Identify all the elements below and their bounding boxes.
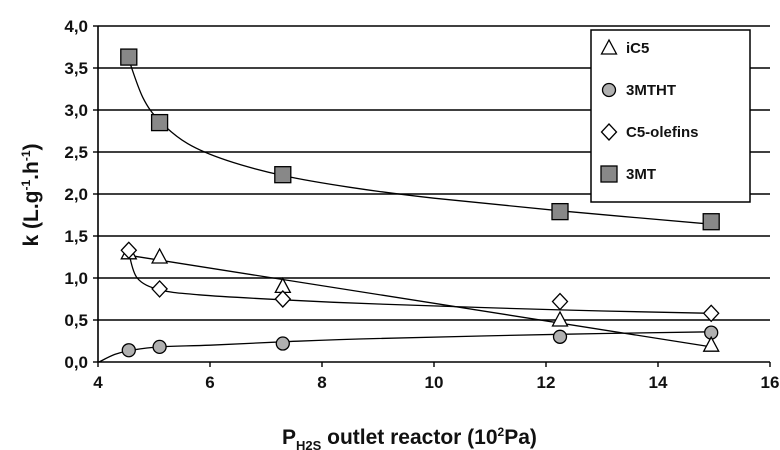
legend-label-3mtht: 3MTHT xyxy=(626,82,676,99)
data-point-3mtht xyxy=(121,343,136,358)
x-axis-title-main: P xyxy=(282,426,296,449)
data-point-ic5 xyxy=(151,247,169,264)
legend-marker-3mtht xyxy=(601,82,617,98)
y-axis-title: k (L.g-1.h-1) xyxy=(19,143,43,246)
x-tick-label: 6 xyxy=(205,373,214,392)
x-tick-label: 16 xyxy=(761,373,780,392)
x-axis-title-end: Pa) xyxy=(504,426,537,449)
y-tick-label: 0,5 xyxy=(64,311,88,330)
y-axis-title-b: .h xyxy=(20,161,43,180)
y-tick-label: 2,5 xyxy=(64,143,88,162)
x-tick-label: 4 xyxy=(93,373,103,392)
fit-line-c5-olefins xyxy=(128,252,712,314)
legend-marker-3mt xyxy=(600,165,618,183)
y-tick-label: 4,0 xyxy=(64,17,88,36)
x-tick-label: 12 xyxy=(537,373,556,392)
legend-marker-ic5 xyxy=(600,38,618,55)
x-tick-labels: 4 6 8 10 12 14 16 xyxy=(93,373,779,392)
x-tick-label: 14 xyxy=(649,373,668,392)
x-tick-label: 10 xyxy=(425,373,444,392)
x-tick-label: 8 xyxy=(317,373,326,392)
y-tick-label: 3,5 xyxy=(64,59,88,78)
y-axis-title-sup1: -1 xyxy=(19,180,33,191)
fit-line-3mtht xyxy=(98,331,712,363)
y-tick-label: 1,5 xyxy=(64,227,88,246)
data-point-3mt xyxy=(274,166,292,184)
y-axis-title-a: k (L.g xyxy=(20,191,43,247)
data-point-c5-olefins xyxy=(702,304,720,323)
data-point-ic5 xyxy=(702,335,720,352)
axes xyxy=(93,25,771,367)
data-point-3mt xyxy=(150,113,169,132)
x-axis-title-superscript: 2 xyxy=(498,425,505,439)
x-axis-title: PH2S outlet reactor (102Pa) xyxy=(282,425,537,450)
legend-label-ic5: iC5 xyxy=(626,40,649,57)
data-point-3mtht xyxy=(275,336,290,351)
y-tick-label: 0,0 xyxy=(64,353,88,372)
data-point-3mt xyxy=(551,202,569,221)
legend-marker-c5-olefins xyxy=(600,123,618,141)
data-point-c5-olefins xyxy=(120,241,138,260)
legend-label-c5-olefins: C5-olefins xyxy=(626,124,699,141)
y-tick-label: 2,0 xyxy=(64,185,88,204)
data-point-3mtht xyxy=(552,329,568,344)
fit-line-ic5 xyxy=(128,254,712,348)
x-axis-title-rest: outlet reactor (10 xyxy=(321,426,497,449)
data-point-c5-olefins xyxy=(274,290,292,308)
data-point-3mtht xyxy=(152,339,167,355)
data-point-c5-olefins xyxy=(551,292,569,311)
legend-label-3mt: 3MT xyxy=(626,166,656,183)
data-point-c5-olefins xyxy=(151,279,168,298)
y-tick-labels: 0,0 0,5 1,0 1,5 2,0 2,5 3,0 3,5 4,0 xyxy=(64,17,88,372)
data-point-ic5 xyxy=(551,310,569,327)
y-tick-label: 1,0 xyxy=(64,269,88,288)
legend: iC5 3MTHT C5-olefins 3MT xyxy=(590,29,751,203)
grid-lines xyxy=(98,25,770,321)
data-point-3mt xyxy=(702,213,720,231)
data-markers xyxy=(120,48,720,358)
y-axis-title-sup2: -1 xyxy=(19,150,33,161)
y-tick-label: 3,0 xyxy=(64,101,88,120)
x-axis-title-subscript: H2S xyxy=(296,438,322,450)
data-point-3mt xyxy=(120,48,138,66)
y-axis-title-c: ) xyxy=(20,143,43,150)
